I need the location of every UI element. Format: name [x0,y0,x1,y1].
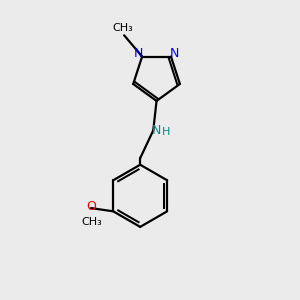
Text: N: N [152,124,161,137]
Text: N: N [134,47,143,60]
Text: CH₃: CH₃ [112,23,133,33]
Text: N: N [170,47,180,60]
Text: CH₃: CH₃ [81,217,102,227]
Text: O: O [87,200,97,213]
Text: H: H [161,127,170,137]
